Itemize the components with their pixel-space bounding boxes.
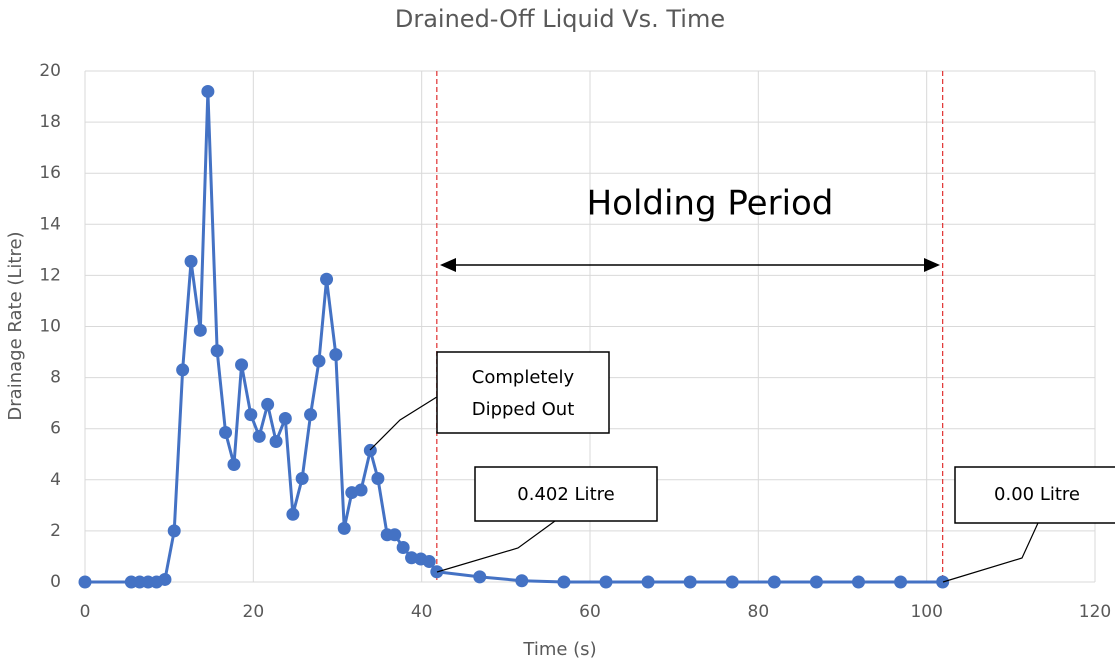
x-tick-label: 0	[80, 602, 91, 622]
x-tick-label: 80	[748, 602, 770, 622]
x-tick-label: 60	[579, 602, 601, 622]
y-axis-label: Drainage Rate (Litre)	[5, 231, 26, 420]
holding-period-label: Holding Period	[587, 184, 834, 224]
series	[78, 84, 950, 589]
y-tick-label: 16	[39, 163, 61, 183]
data-point	[936, 575, 950, 589]
arrow-head	[440, 258, 456, 272]
data-point	[158, 572, 172, 586]
data-point	[278, 411, 292, 425]
chart-title: Drained-Off Liquid Vs. Time	[395, 5, 725, 33]
data-point	[396, 541, 410, 555]
y-tick-label: 20	[39, 61, 61, 81]
data-point	[269, 434, 283, 448]
data-point	[320, 272, 334, 286]
callout-text: 0.402 Litre	[517, 484, 614, 505]
data-point	[599, 575, 613, 589]
y-tick-label: 0	[50, 572, 61, 592]
x-axis-label: Time (s)	[522, 639, 596, 660]
data-point	[252, 429, 266, 443]
data-point	[295, 472, 309, 486]
data-point	[167, 524, 181, 538]
data-point	[422, 555, 436, 569]
data-line	[85, 89, 943, 584]
data-point	[184, 254, 198, 268]
callout-box	[954, 466, 1115, 524]
data-point	[683, 575, 697, 589]
leader-line	[369, 394, 441, 451]
callout-text: 0.00 Litre	[994, 484, 1080, 505]
data-point	[244, 408, 258, 422]
y-tick-label: 14	[39, 214, 61, 234]
data-point	[515, 574, 529, 588]
data-point	[193, 323, 207, 337]
grid: 0 2 4 6 8 10 12 14 16 18 20 0 20 40 60 80 100 120	[39, 61, 1111, 622]
data-point	[304, 408, 318, 422]
data-point	[337, 521, 351, 535]
data-point	[809, 575, 823, 589]
data-point	[227, 457, 241, 471]
data-point	[312, 354, 326, 368]
data-point	[851, 575, 865, 589]
data-point	[430, 565, 444, 579]
callout-text: Dipped Out	[472, 399, 575, 420]
data-point	[235, 358, 249, 372]
arrow-head	[924, 258, 940, 272]
y-tick-label: 18	[39, 112, 61, 132]
callout-box	[474, 466, 658, 522]
data-point	[641, 575, 655, 589]
data-point	[894, 575, 908, 589]
data-point	[210, 344, 224, 358]
x-tick-label: 100	[910, 602, 942, 622]
data-point	[388, 528, 402, 542]
x-tick-label: 120	[1079, 602, 1111, 622]
data-point	[176, 363, 190, 377]
data-point	[371, 472, 385, 486]
y-tick-label: 4	[50, 470, 61, 490]
data-point	[473, 570, 487, 584]
leader-line	[942, 522, 1039, 583]
data-point	[78, 575, 92, 589]
data-point	[201, 84, 215, 98]
y-tick-label: 12	[39, 265, 61, 285]
reference-lines	[436, 71, 944, 582]
data-point	[329, 348, 343, 362]
y-tick-label: 10	[39, 317, 61, 337]
y-tick-label: 2	[50, 521, 61, 541]
callout-box	[436, 351, 610, 434]
leader-line	[436, 520, 556, 573]
x-tick-label: 40	[411, 602, 433, 622]
data-point	[261, 397, 275, 411]
x-tick-label: 20	[243, 602, 265, 622]
data-point	[219, 426, 233, 440]
data-point	[557, 575, 571, 589]
data-point	[767, 575, 781, 589]
callout-text: Completely	[472, 367, 575, 388]
data-point	[286, 507, 300, 521]
data-point	[354, 483, 368, 497]
data-point	[725, 575, 739, 589]
y-tick-label: 8	[50, 368, 61, 388]
annotations: Holding Period Completely Dipped Out 0.4…	[369, 184, 1115, 583]
y-tick-label: 6	[50, 419, 61, 439]
